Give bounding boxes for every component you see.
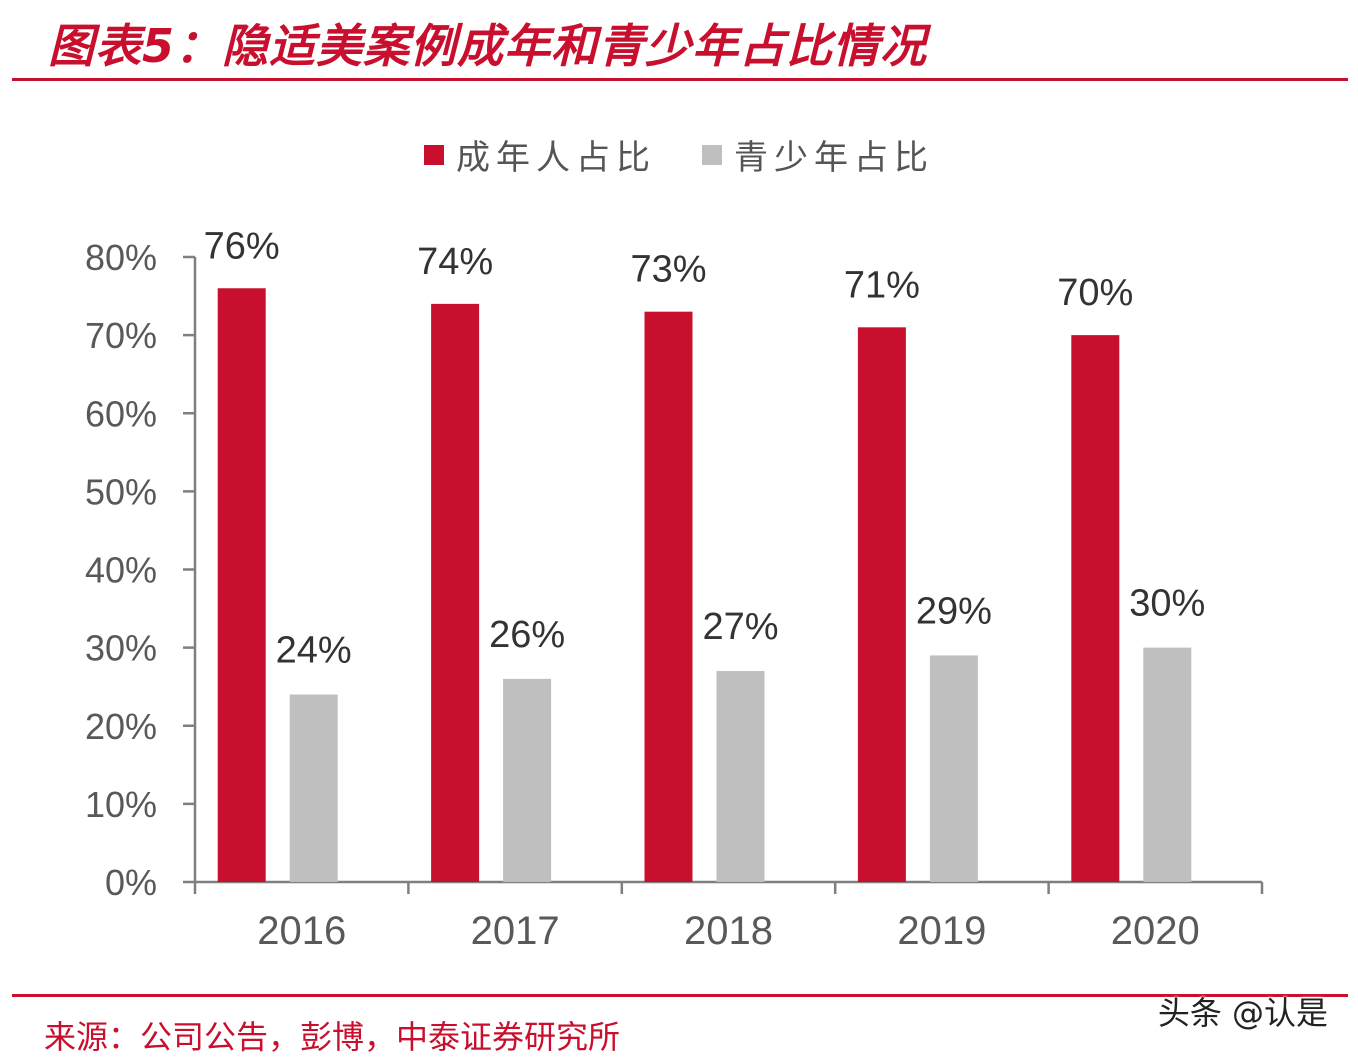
y-tick-label: 30% xyxy=(85,628,157,669)
bar-teen-2017 xyxy=(503,678,552,882)
legend-swatch-teen xyxy=(702,144,722,165)
bar-chart: 0% 10% 20% 30% 40% 50% 60% 70% 80% 76% 24% 2016 74% 2… xyxy=(85,225,1264,953)
data-label-adult-2019: 71% xyxy=(844,264,920,306)
legend-item-teen: 青少年占比 xyxy=(702,130,934,179)
x-tick-label-2020: 2020 xyxy=(1111,909,1200,953)
bar-adult-2016 xyxy=(217,288,266,882)
bar-adult-2017 xyxy=(431,303,480,882)
bar-adult-2019 xyxy=(857,327,906,882)
y-tick-label: 80% xyxy=(85,237,157,278)
y-tick-label: 50% xyxy=(85,471,157,512)
source-note: 来源：公司公告，彭博，中泰证券研究所 xyxy=(44,1018,621,1056)
figure-title: 图表5：隐适美案例成年和青少年占比情况 xyxy=(48,19,928,73)
legend-item-adult: 成年人占比 xyxy=(424,130,656,179)
bar-adult-2020 xyxy=(1071,335,1120,882)
y-tick-label: 60% xyxy=(85,393,157,434)
data-label-teen-2017: 26% xyxy=(489,614,565,656)
y-tick-label: 20% xyxy=(85,706,157,747)
legend-label-adult: 成年人占比 xyxy=(456,138,656,178)
bar-teen-2018 xyxy=(716,671,765,882)
x-tick-label-2017: 2017 xyxy=(471,909,560,953)
bar-teen-2019 xyxy=(929,655,978,882)
bar-adult-2018 xyxy=(644,311,693,882)
x-tick-label-2019: 2019 xyxy=(897,909,986,953)
bar-teen-2016 xyxy=(289,694,338,882)
data-label-adult-2016: 76% xyxy=(204,225,280,267)
legend-swatch-adult xyxy=(424,144,444,165)
source-rule xyxy=(12,994,1348,997)
chart-legend: 成年人占比 青少年占比 xyxy=(0,130,1358,179)
data-label-adult-2017: 74% xyxy=(417,241,493,283)
data-label-teen-2018: 27% xyxy=(702,606,778,648)
title-rule xyxy=(12,78,1348,81)
data-label-teen-2020: 30% xyxy=(1129,583,1205,625)
data-label-adult-2018: 73% xyxy=(630,249,706,291)
y-tick-label: 0% xyxy=(105,862,157,903)
bar-teen-2020 xyxy=(1143,647,1192,882)
legend-label-teen: 青少年占比 xyxy=(734,138,934,178)
y-tick-label: 10% xyxy=(85,784,157,825)
data-label-teen-2019: 29% xyxy=(916,590,992,632)
data-label-teen-2016: 24% xyxy=(276,630,352,672)
x-tick-label-2016: 2016 xyxy=(257,909,346,953)
data-label-adult-2020: 70% xyxy=(1057,272,1133,314)
y-tick-label: 40% xyxy=(85,550,157,591)
watermark: 头条 @认是 xyxy=(1157,994,1328,1032)
x-tick-label-2018: 2018 xyxy=(684,909,773,953)
y-tick-label: 70% xyxy=(85,315,157,356)
